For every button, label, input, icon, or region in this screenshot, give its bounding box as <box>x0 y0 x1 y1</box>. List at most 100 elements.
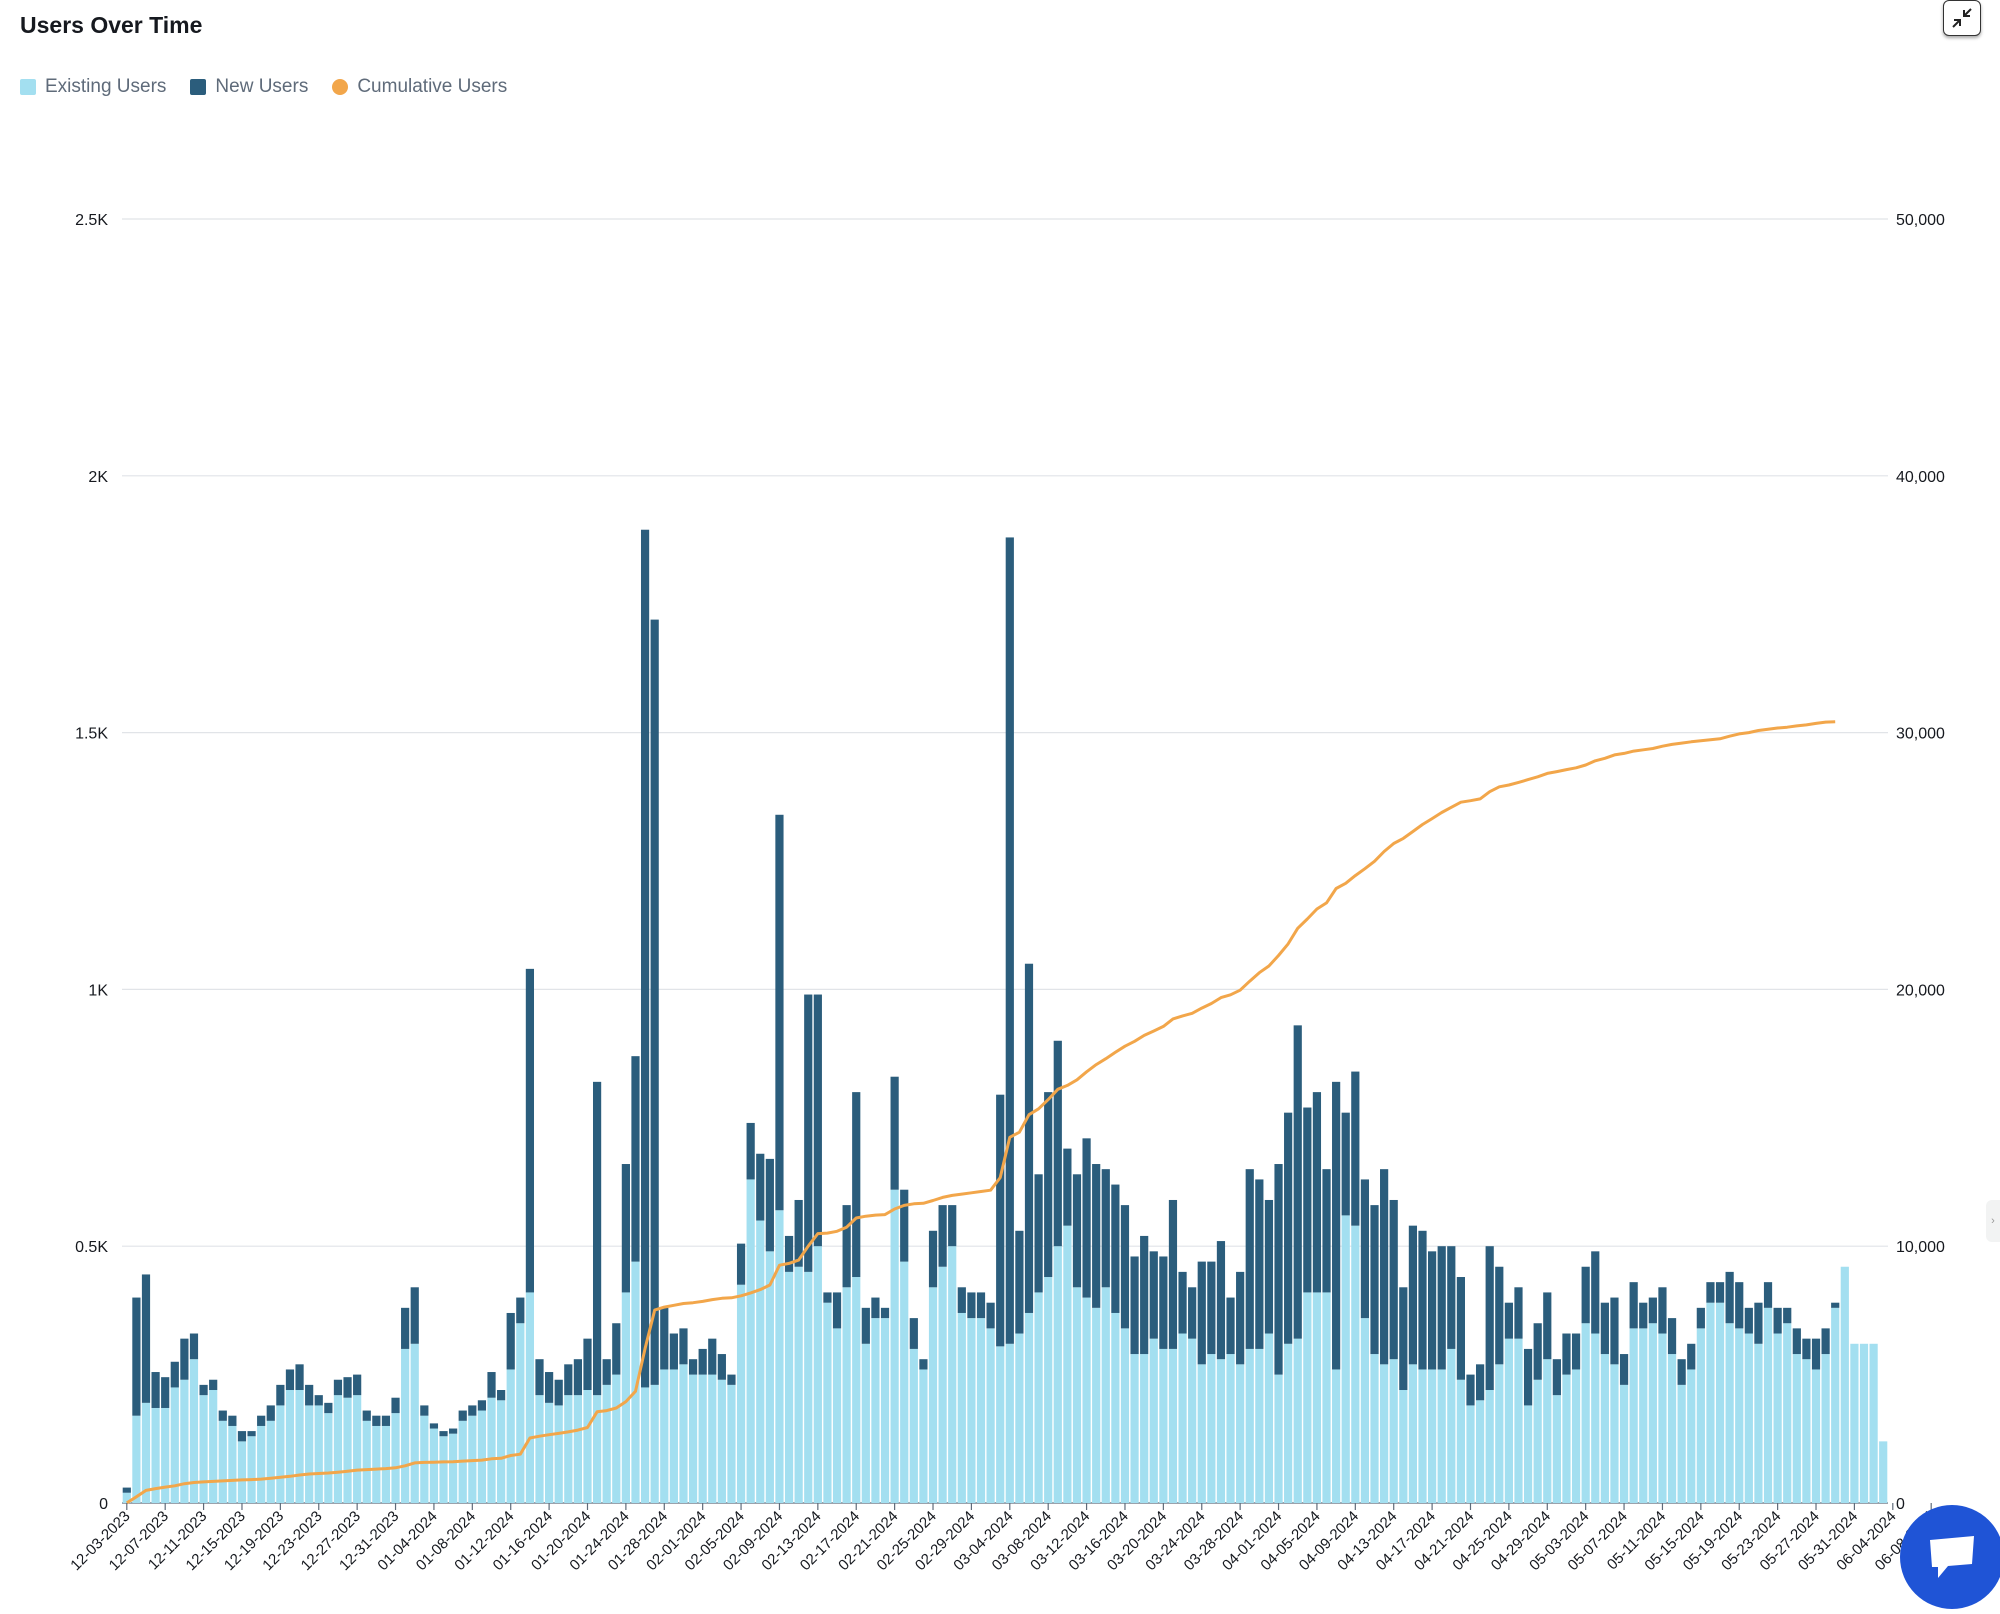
legend-cumulative-users[interactable]: Cumulative Users <box>332 76 507 98</box>
y-right-tick-label: 40,000 <box>1896 469 1945 486</box>
bar-new-users <box>161 1377 170 1408</box>
bar-existing-users <box>1389 1359 1398 1503</box>
bar-new-users <box>1312 1092 1322 1293</box>
bar-existing-users <box>736 1284 746 1503</box>
bar-new-users <box>813 994 822 1247</box>
bar-existing-users <box>247 1436 256 1503</box>
bar-new-users <box>880 1307 890 1319</box>
bar-existing-users <box>823 1302 832 1503</box>
legend-new-users[interactable]: New Users <box>190 76 308 98</box>
bar-new-users <box>1370 1205 1379 1355</box>
bar-existing-users <box>1581 1323 1590 1503</box>
y-left-tick-label: 1.5K <box>75 726 108 743</box>
bar-new-users <box>1552 1359 1561 1396</box>
bar-existing-users <box>1648 1323 1657 1503</box>
bar-new-users <box>1264 1199 1274 1334</box>
bar-existing-users <box>1725 1323 1734 1503</box>
bar-new-users <box>660 1307 669 1370</box>
bar-existing-users <box>679 1364 688 1503</box>
y-right-tick-label: 20,000 <box>1896 982 1945 999</box>
bar-existing-users <box>784 1271 794 1503</box>
bar-new-users <box>1216 1241 1226 1360</box>
y-right-tick-label: 30,000 <box>1896 726 1945 743</box>
collapse-icon <box>1952 8 1972 28</box>
y-left-tick-label: 2K <box>88 469 108 486</box>
bar-existing-users <box>1034 1292 1043 1503</box>
bar-new-users <box>1044 1092 1053 1278</box>
bar-new-users <box>1293 1025 1302 1339</box>
bar-existing-users <box>1792 1354 1801 1503</box>
bar-existing-users <box>1341 1215 1350 1503</box>
bar-new-users <box>1475 1364 1485 1401</box>
bar-new-users <box>1744 1307 1753 1334</box>
bar-existing-users <box>1475 1400 1485 1503</box>
bar-existing-users <box>237 1441 247 1503</box>
bar-new-users <box>1140 1235 1149 1355</box>
bar-new-users <box>928 1230 938 1288</box>
legend-existing-users[interactable]: Existing Users <box>20 76 166 98</box>
legend-swatch-new <box>190 79 207 95</box>
bar-existing-users <box>1140 1354 1149 1503</box>
bar-existing-users <box>487 1397 496 1503</box>
bar-existing-users <box>1063 1225 1072 1503</box>
bar-new-users <box>477 1400 487 1411</box>
bar-new-users <box>305 1384 314 1406</box>
bar-existing-users <box>1504 1338 1513 1503</box>
bar-existing-users <box>592 1395 602 1503</box>
bar-new-users <box>1619 1354 1629 1385</box>
bar-new-users <box>564 1364 573 1396</box>
bar-existing-users <box>449 1433 458 1503</box>
bar-existing-users <box>1188 1338 1197 1503</box>
bar-new-users <box>420 1405 429 1416</box>
bar-new-users <box>1101 1169 1110 1288</box>
bar-existing-users <box>1811 1369 1821 1503</box>
bar-new-users <box>688 1359 698 1375</box>
bar-existing-users <box>813 1246 822 1503</box>
bar-existing-users <box>1332 1369 1341 1503</box>
bar-new-users <box>871 1297 880 1319</box>
bar-new-users <box>1255 1179 1264 1349</box>
bar-existing-users <box>727 1384 736 1503</box>
legend-label-existing: Existing Users <box>45 76 167 97</box>
chat-button[interactable] <box>1900 1505 2000 1609</box>
bar-existing-users <box>1072 1287 1082 1503</box>
bar-new-users <box>1600 1302 1609 1355</box>
bar-new-users <box>285 1369 295 1391</box>
collapse-chart-button[interactable] <box>1943 0 1981 36</box>
bar-existing-users <box>1879 1441 1888 1503</box>
bar-new-users <box>372 1415 381 1426</box>
bar-new-users <box>784 1235 794 1272</box>
bar-new-users <box>199 1384 208 1396</box>
bar-existing-users <box>276 1405 285 1503</box>
bar-existing-users <box>266 1420 275 1503</box>
bar-existing-users <box>688 1374 698 1503</box>
bar-existing-users <box>1715 1302 1725 1503</box>
bar-new-users <box>439 1431 448 1437</box>
bar-new-users <box>804 994 813 1272</box>
bar-existing-users <box>161 1407 170 1503</box>
bar-new-users <box>1408 1225 1418 1365</box>
bar-existing-users <box>919 1369 928 1503</box>
bar-existing-users <box>1360 1318 1370 1503</box>
bar-new-users <box>592 1081 602 1396</box>
bar-existing-users <box>420 1415 429 1503</box>
bar-new-users <box>1063 1148 1072 1226</box>
bar-existing-users <box>928 1287 938 1503</box>
bar-existing-users <box>698 1374 707 1503</box>
bar-new-users <box>1763 1282 1773 1308</box>
bar-existing-users <box>391 1413 400 1503</box>
bar-existing-users <box>1130 1354 1139 1503</box>
bar-existing-users <box>1466 1405 1475 1503</box>
chat-icon <box>1930 1536 1974 1578</box>
bar-new-users <box>621 1164 630 1293</box>
bar-new-users <box>727 1374 736 1385</box>
side-panel-toggle[interactable]: › <box>1986 1200 2000 1242</box>
bar-new-users <box>669 1333 678 1370</box>
bar-existing-users <box>1543 1359 1552 1503</box>
bar-existing-users <box>1773 1333 1782 1503</box>
bar-new-users <box>1178 1271 1187 1334</box>
bar-new-users <box>1648 1297 1657 1324</box>
bar-new-users <box>209 1379 218 1391</box>
bar-new-users <box>1303 1107 1312 1293</box>
bar-new-users <box>1226 1297 1235 1355</box>
